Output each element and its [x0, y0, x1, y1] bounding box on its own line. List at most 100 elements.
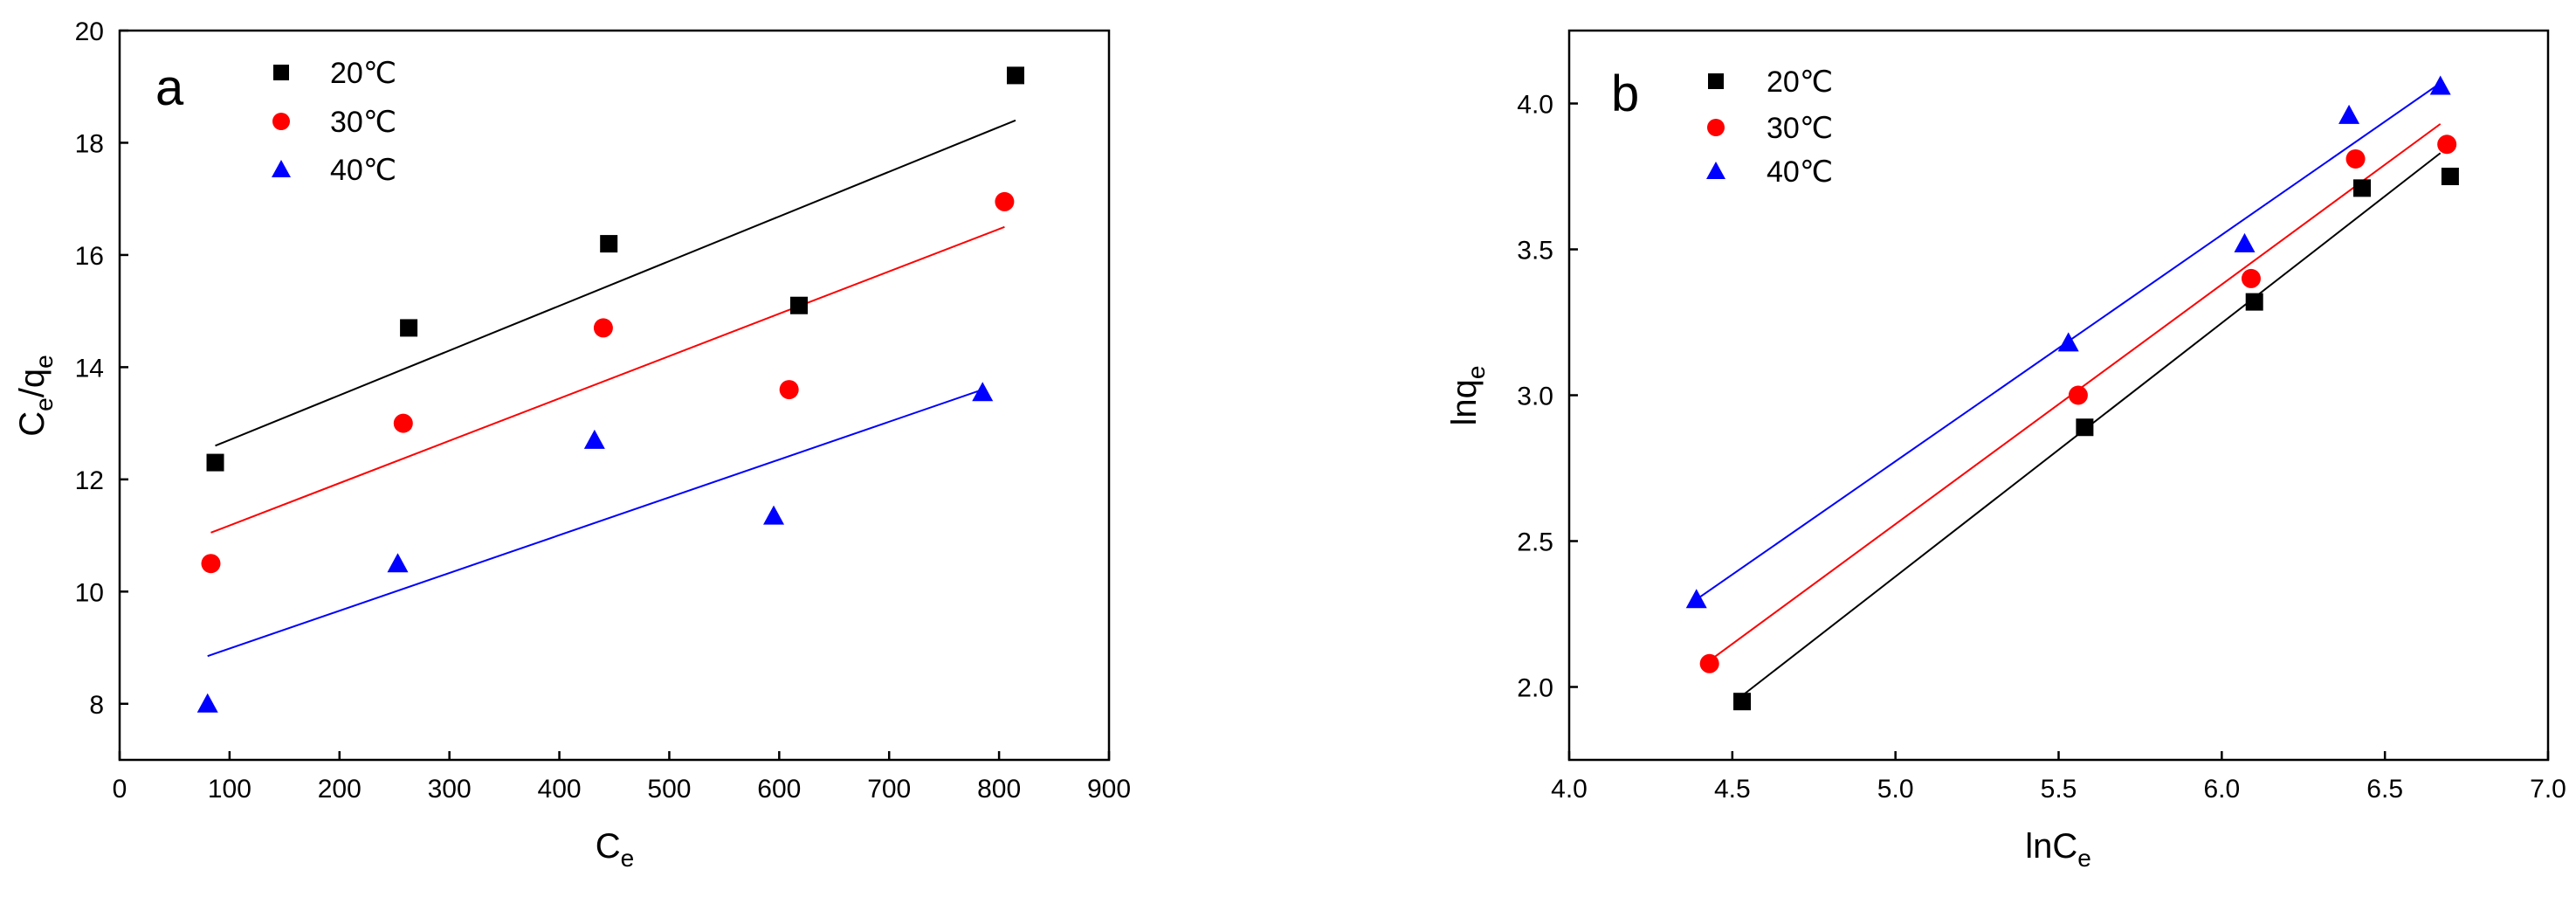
x-tick-label-a-800: 800 [977, 775, 1021, 804]
point-a-s2-3 [763, 505, 785, 525]
legend-a-label-40c: 40℃ [330, 154, 396, 187]
y-tick-label-a-12: 12 [75, 466, 104, 495]
panel-b-frame [1567, 29, 2550, 762]
panel-b-xlabel-sub: e [2077, 845, 2091, 872]
y-tick-label-b-3.5: 3.5 [1517, 237, 1553, 266]
x-tick-label-b-6.5: 6.5 [2366, 775, 2403, 804]
panel-b-ylabel-sub: e [1463, 366, 1490, 380]
point-a-s1-4 [995, 191, 1015, 211]
point-b-s2-2 [2234, 232, 2256, 252]
point-a-s1-0 [201, 554, 221, 574]
fit-line-a-1 [210, 225, 1005, 534]
point-a-s1-3 [779, 380, 799, 400]
point-a-s2-4 [972, 382, 994, 402]
point-a-s0-0 [206, 453, 224, 472]
point-a-s0-3 [789, 296, 808, 314]
point-b-s2-3 [2338, 104, 2360, 124]
point-b-s1-4 [2437, 135, 2457, 155]
legend-a-label-30c: 30℃ [330, 106, 396, 139]
panel-a-letter: a [155, 59, 184, 116]
y-tick-label-a-10: 10 [75, 578, 104, 607]
legend-a-label-20c: 20℃ [330, 57, 396, 90]
x-tick-label-a-0: 0 [113, 775, 127, 804]
legend-a-marker-40c [272, 160, 291, 177]
panel-b-letter: b [1611, 66, 1639, 122]
point-b-s2-0 [1685, 589, 1707, 609]
panel-a-x-axis-title: Ce [596, 827, 634, 872]
panel-a-ylabel-c: C [13, 411, 52, 437]
legend-a-marker-30c [272, 113, 290, 130]
point-b-s0-1 [2076, 418, 2094, 437]
y-tick-label-a-18: 18 [75, 129, 104, 158]
fit-line-a-0 [215, 119, 1016, 447]
panel-b-ticks: 4.0 4.5 5.0 5.5 6.0 6.5 7.0 2.0 2.5 3.0 3.5 4.0 [1517, 91, 2566, 804]
point-a-s2-0 [196, 693, 218, 713]
legend-b-label-20c: 20℃ [1767, 66, 1833, 99]
point-b-s2-4 [2429, 75, 2451, 95]
point-a-s0-4 [1006, 66, 1024, 85]
x-tick-label-a-300: 300 [428, 775, 472, 804]
panel-a-y-axis-title: Ce/qe [13, 355, 58, 436]
x-tick-label-a-400: 400 [538, 775, 582, 804]
panel-a-ylabel-sub2: e [31, 355, 58, 369]
x-tick-label-b-6.0: 6.0 [2203, 775, 2240, 804]
x-tick-label-a-900: 900 [1087, 775, 1131, 804]
y-tick-label-a-20: 20 [75, 17, 104, 46]
point-b-s1-2 [2241, 268, 2261, 288]
point-b-s0-3 [2353, 179, 2372, 197]
panel-a-fit-lines [207, 119, 1016, 658]
panel-a-frame [118, 29, 1111, 762]
x-tick-label-b-4.0: 4.0 [1551, 775, 1588, 804]
point-a-s1-2 [593, 318, 613, 338]
point-a-s2-2 [583, 429, 605, 449]
panel-b-ylabel-main: lnq [1445, 379, 1484, 425]
x-tick-label-a-200: 200 [318, 775, 362, 804]
legend-b-marker-40c [1706, 162, 1725, 179]
panel-a-ticks: 0 100 200 300 400 500 600 700 800 900 8 10 12 14 16 18 2… [75, 17, 1131, 804]
panel-a-legend: 20℃ 30℃ 40℃ [272, 57, 396, 187]
panel-a: 0 100 200 300 400 500 600 700 800 900 8 10 12 14 16 18 2… [13, 17, 1131, 872]
panel-b-points [1685, 75, 2459, 711]
point-b-s2-1 [2057, 332, 2079, 352]
y-tick-label-a-14: 14 [75, 354, 104, 383]
point-b-s0-4 [2441, 168, 2459, 185]
fit-line-a-2 [207, 389, 983, 658]
x-tick-label-a-100: 100 [208, 775, 251, 804]
y-tick-label-b-2.0: 2.0 [1517, 674, 1553, 703]
x-tick-label-b-7.0: 7.0 [2530, 775, 2566, 804]
panel-b-xlabel-main: lnC [2025, 827, 2077, 866]
point-b-s0-2 [2245, 293, 2263, 311]
point-a-s0-2 [600, 235, 618, 253]
y-tick-label-b-4.0: 4.0 [1517, 91, 1553, 120]
legend-b-label-40c: 40℃ [1767, 155, 1833, 189]
point-a-s0-1 [400, 319, 418, 337]
point-b-s1-1 [2068, 385, 2088, 405]
x-tick-label-b-5.5: 5.5 [2041, 775, 2077, 804]
point-a-s2-1 [387, 553, 409, 573]
panel-a-xlabel-main: C [596, 827, 621, 866]
panel-a-xlabel-sub: e [621, 845, 635, 872]
point-b-s1-3 [2345, 148, 2366, 169]
y-tick-label-b-2.5: 2.5 [1517, 528, 1553, 557]
x-tick-label-b-5.0: 5.0 [1877, 775, 1914, 804]
panel-a-ylabel-sub1: e [31, 397, 58, 411]
y-tick-label-a-16: 16 [75, 242, 104, 271]
panel-b-y-axis-title: lnqe [1445, 366, 1490, 426]
panel-b-legend: 20℃ 30℃ 40℃ [1706, 66, 1833, 189]
x-tick-label-a-500: 500 [647, 775, 691, 804]
point-b-s1-0 [1699, 653, 1719, 673]
legend-a-marker-20c [273, 65, 289, 80]
legend-b-label-30c: 30℃ [1767, 112, 1833, 145]
panel-b: 4.0 4.5 5.0 5.5 6.0 6.5 7.0 2.0 2.5 3.0 3.5 4.0 b 2… [1445, 29, 2566, 872]
point-b-s0-0 [1733, 693, 1752, 711]
x-tick-label-a-600: 600 [757, 775, 801, 804]
legend-b-marker-20c [1708, 73, 1724, 89]
panel-b-x-axis-title: lnCe [2025, 827, 2091, 872]
y-tick-label-a-8: 8 [89, 691, 104, 720]
panel-a-ylabel-q: /q [13, 369, 52, 397]
x-tick-label-a-700: 700 [867, 775, 911, 804]
point-a-s1-1 [393, 413, 413, 433]
legend-b-marker-30c [1707, 119, 1725, 136]
y-tick-label-b-3.0: 3.0 [1517, 383, 1553, 411]
